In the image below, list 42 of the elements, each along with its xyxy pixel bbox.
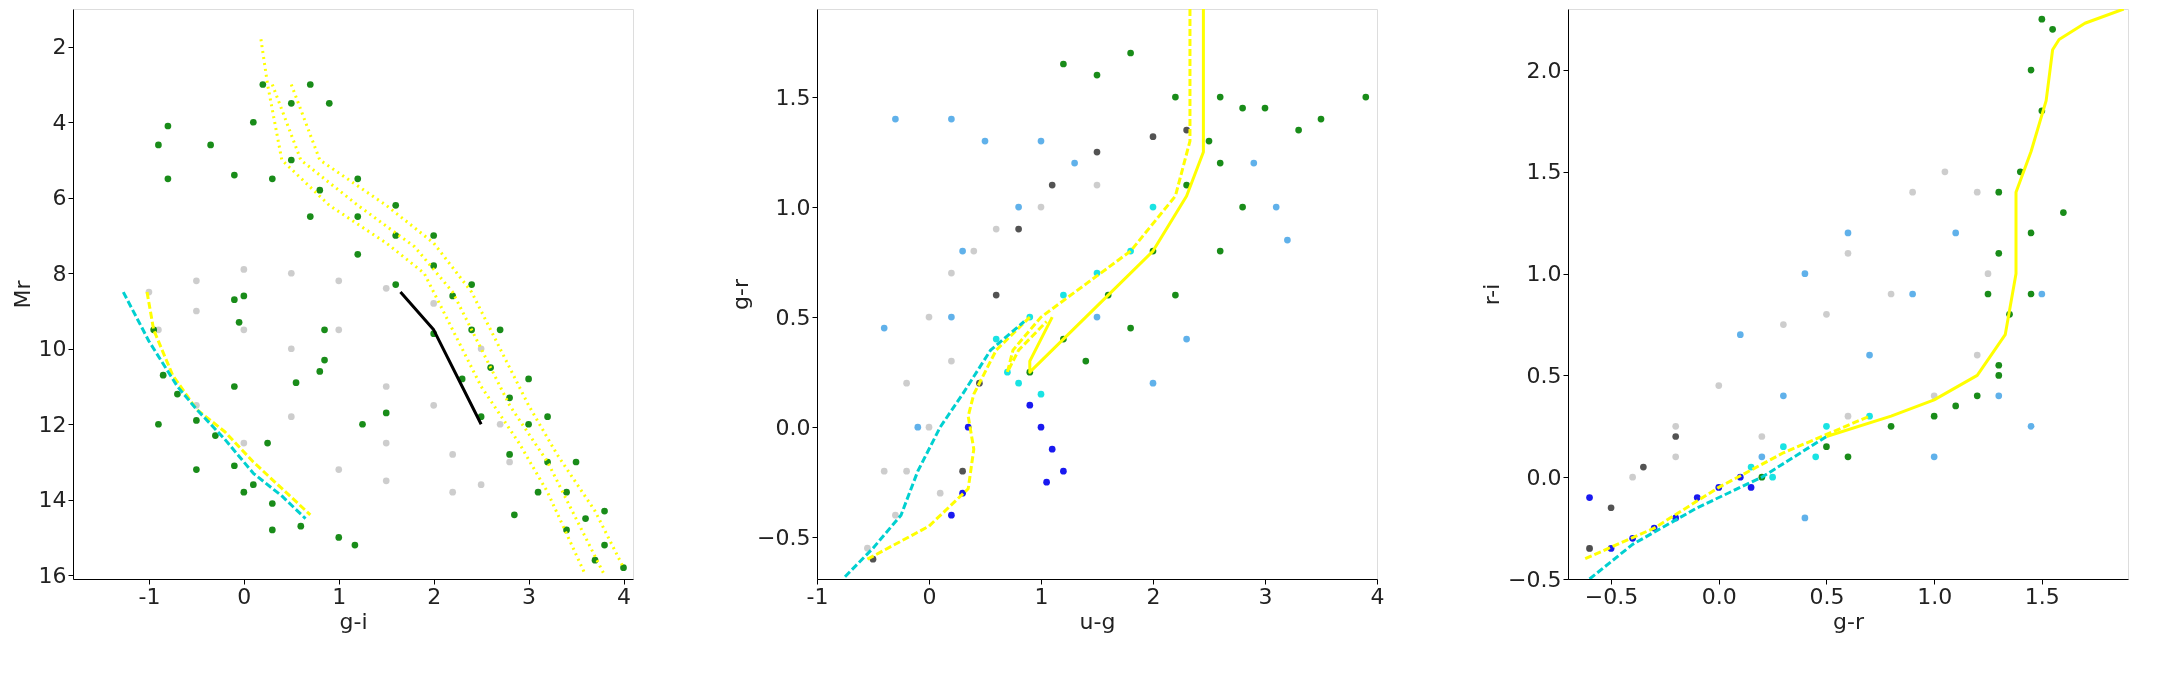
x-tick-label: 1.0 — [1917, 583, 1953, 609]
y-tick-label: 12 — [38, 411, 67, 437]
x-tick-label: 0 — [237, 583, 252, 609]
x-tick-label: 3 — [522, 583, 537, 609]
y-tick-label: 1.0 — [1526, 261, 1562, 287]
y-tick-label: 6 — [52, 185, 67, 211]
y-tick-label: 1.0 — [775, 194, 811, 220]
x-tick-label: 1 — [1034, 583, 1049, 609]
x-tick-label: 0.0 — [1701, 583, 1737, 609]
y-tick-label: 16 — [38, 562, 67, 588]
x-tick-label: 4 — [617, 583, 632, 609]
x-tick-label: 2 — [1146, 583, 1161, 609]
y-tick-label: 4 — [52, 109, 67, 135]
x-tick-label: −0.5 — [1584, 583, 1639, 609]
x-tick-label: 3 — [1258, 583, 1273, 609]
y-tick-label: 10 — [38, 336, 67, 362]
x-tick-label: 4 — [1370, 583, 1385, 609]
y-tick-label: 0.0 — [775, 414, 811, 440]
x-tick-label: -1 — [806, 583, 829, 609]
y-tick-label: −0.5 — [757, 524, 811, 550]
x-axis-title: u-g — [1079, 608, 1116, 634]
x-tick-label: 2 — [427, 583, 442, 609]
x-tick-label: 0 — [922, 583, 937, 609]
x-axis-title: g-i — [339, 608, 368, 634]
y-tick-label: −0.5 — [1508, 566, 1562, 592]
y-axis-title: g-r — [728, 278, 754, 310]
y-tick-label: 1.5 — [775, 84, 811, 110]
y-tick-label: 0.0 — [1526, 464, 1562, 490]
x-axis-title: g-r — [1833, 608, 1865, 634]
y-tick-label: 0.5 — [775, 304, 811, 330]
y-axis-title: Mr — [9, 279, 35, 309]
y-tick-label: 2.0 — [1526, 57, 1562, 83]
x-tick-label: 1.5 — [2024, 583, 2060, 609]
x-tick-label: -1 — [138, 583, 161, 609]
y-tick-label: 1.5 — [1526, 159, 1562, 185]
x-tick-label: 0.5 — [1809, 583, 1845, 609]
x-tick-label: 1 — [332, 583, 347, 609]
y-axis-title: r-i — [1479, 283, 1505, 306]
y-tick-label: 2 — [52, 34, 67, 60]
y-tick-label: 0.5 — [1526, 362, 1562, 388]
y-tick-label: 14 — [38, 487, 67, 513]
y-tick-label: 8 — [52, 260, 67, 286]
